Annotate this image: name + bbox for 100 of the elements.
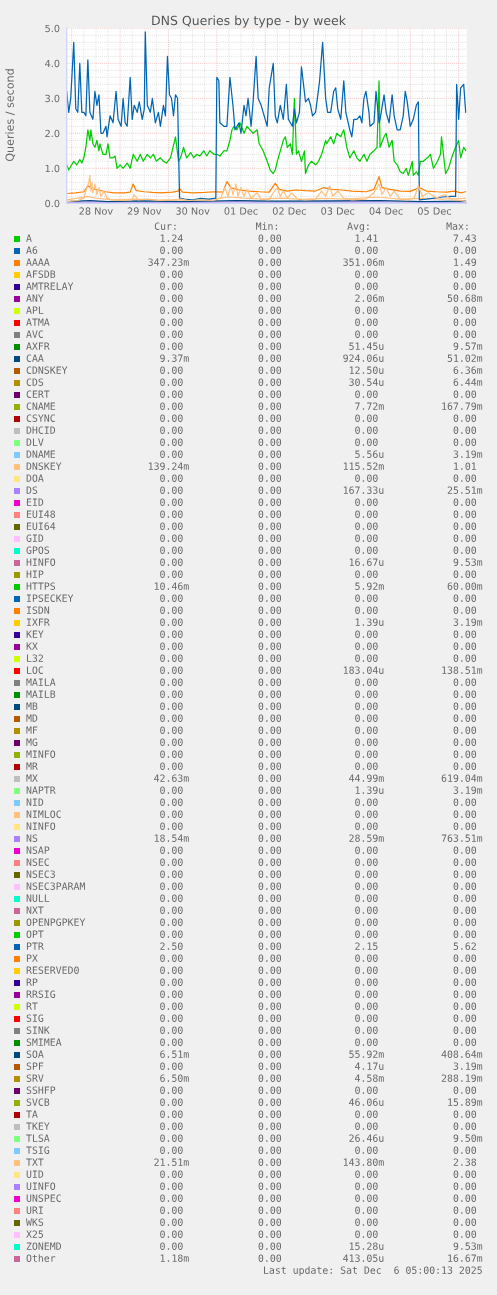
legend-label: ANY <box>26 294 44 302</box>
text: 0.00 <box>258 642 282 650</box>
legend-label: SVCB <box>26 1098 50 1106</box>
text: 0.00 <box>258 258 282 266</box>
text: 0.00 <box>355 282 378 290</box>
text: 0.00 <box>258 906 282 914</box>
text: 0.00 <box>258 618 282 626</box>
text: 0.00 <box>258 234 282 242</box>
text: 0.00 <box>355 1182 378 1190</box>
text: 0.00 <box>453 1086 477 1094</box>
text: 0.00 <box>453 810 477 818</box>
text: 0.00 <box>355 1194 378 1202</box>
text: 0.00 <box>453 1194 477 1202</box>
text: 0.00 <box>355 306 378 314</box>
text: 0.00 <box>160 1062 183 1070</box>
text: 0.00 <box>258 1134 282 1142</box>
text: 0.00 <box>453 414 477 422</box>
text: 0.00 <box>355 414 378 422</box>
text: 0.00 <box>258 1110 282 1118</box>
text: 0.00 <box>453 270 477 278</box>
text: 0.00 <box>355 702 378 710</box>
legend-label: GID <box>26 534 44 542</box>
text: 2.15 <box>355 942 378 950</box>
y-tick-label: 4.0 <box>45 59 60 68</box>
y-axis-title: Queries / second <box>5 69 16 162</box>
legend-label: DNAME <box>26 450 56 458</box>
text: 0.00 <box>355 510 378 518</box>
text: 0.00 <box>453 762 477 770</box>
text: 0.00 <box>258 1170 282 1178</box>
text: 183.04u <box>343 666 384 674</box>
text: 0.00 <box>258 414 282 422</box>
text: 0.00 <box>453 1038 477 1046</box>
x-tick-label: 29 Nov <box>127 207 162 215</box>
text: 0.00 <box>258 714 282 722</box>
legend-label: CDS <box>26 378 44 386</box>
text: 0.00 <box>453 1026 477 1034</box>
chart-title: DNS Queries by type - by week <box>152 15 346 28</box>
text: 9.57m <box>453 342 483 350</box>
text: 0.00 <box>160 390 183 398</box>
text: 0.00 <box>160 810 183 818</box>
text: 0.00 <box>453 930 477 938</box>
text: 0.00 <box>258 606 282 614</box>
legend-label: NSEC <box>26 858 49 866</box>
text: 0.00 <box>160 714 183 722</box>
text: 0.00 <box>355 438 378 446</box>
text: 0.00 <box>258 846 282 854</box>
text: 0.00 <box>258 474 282 482</box>
x-tick-label: 03 Dec <box>321 207 355 215</box>
text: 351.06m <box>343 258 384 266</box>
text: 10.46m <box>154 582 189 590</box>
text: 15.89m <box>448 1098 483 1106</box>
legend-label: MX <box>26 774 38 782</box>
legend-label: NSEC3 <box>26 870 55 878</box>
text: 0.00 <box>160 906 183 914</box>
text: 0.00 <box>160 282 183 290</box>
text: 0.00 <box>160 630 183 638</box>
text: 0.00 <box>258 1146 282 1154</box>
text: 0.00 <box>453 894 477 902</box>
text: 0.00 <box>355 654 378 662</box>
text: 0.00 <box>258 378 282 386</box>
text: 0.00 <box>160 738 183 746</box>
legend-label: OPENPGPKEY <box>26 918 86 926</box>
legend-label: MB <box>26 702 38 710</box>
text: 0.00 <box>160 246 183 254</box>
text: 0.00 <box>258 1062 282 1070</box>
legend-label: HINFO <box>26 558 56 566</box>
text: 0.00 <box>258 678 282 686</box>
text: 0.00 <box>258 1182 282 1190</box>
text: 0.00 <box>453 606 477 614</box>
text: 167.33u <box>343 486 384 494</box>
legend-label: IPSECKEY <box>26 594 74 602</box>
legend-label: MAILA <box>26 678 56 686</box>
text: 0.00 <box>453 1110 477 1118</box>
text: 0.00 <box>160 1146 183 1154</box>
text: 0.00 <box>355 966 378 974</box>
text: 0.00 <box>355 1002 378 1010</box>
text: 0.00 <box>453 318 477 326</box>
text: 0.00 <box>453 510 477 518</box>
text: Cur: <box>154 222 176 230</box>
text: 413.05u <box>343 1254 384 1262</box>
x-tick-label: 28 Nov <box>79 207 113 215</box>
text: 51.02m <box>447 354 483 362</box>
text: 9.50m <box>453 1134 483 1142</box>
x-tick-label: 02 Dec <box>272 207 306 215</box>
text: 0.00 <box>355 246 378 254</box>
text: 16.67u <box>349 558 384 566</box>
text: 0.00 <box>258 918 282 926</box>
legend-label: NS <box>26 834 38 842</box>
text: 0.00 <box>355 690 378 698</box>
legend-label: TLSA <box>26 1134 50 1142</box>
text: 51.45u <box>349 342 384 350</box>
text: 0.00 <box>453 1146 477 1154</box>
text: 0.00 <box>258 942 282 950</box>
text: 0.00 <box>355 390 378 398</box>
y-tick-label: 3.0 <box>45 94 60 103</box>
text: 347.23m <box>148 258 189 266</box>
text: 6.36m <box>453 366 483 374</box>
text: 0.00 <box>258 822 282 830</box>
text: 4.58m <box>355 1074 384 1082</box>
y-tick-label: 1.0 <box>45 164 60 173</box>
